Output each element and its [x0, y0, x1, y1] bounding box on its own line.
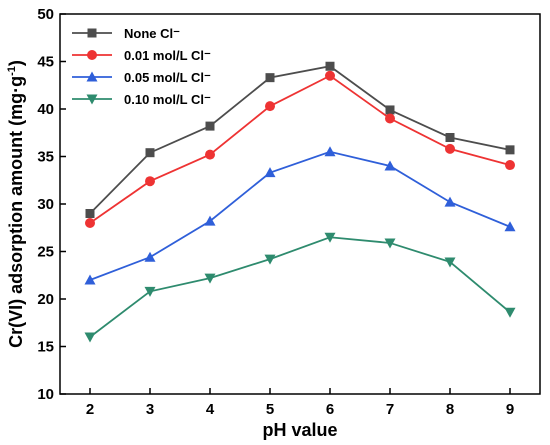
legend: None Cl⁻ 0.01 mol/L Cl⁻ 0.05 mol/L Cl⁻ 0.10…: [72, 26, 211, 107]
legend-item: 0.01 mol/L Cl⁻: [72, 48, 211, 63]
data-point: [505, 145, 515, 155]
data-point: [85, 218, 95, 228]
data-point: [445, 143, 455, 154]
data-point: [265, 101, 275, 112]
data-point: [84, 332, 96, 343]
series-1: [85, 70, 515, 228]
data-point: [324, 232, 336, 243]
y-tick-label: 10: [37, 386, 54, 403]
data-point: [505, 160, 515, 171]
data-point: [264, 254, 276, 265]
y-tick-label: 15: [37, 339, 54, 356]
series-line: [89, 65, 511, 215]
y-tick-label: 25: [37, 244, 54, 261]
data-point: [265, 73, 275, 83]
data-point: [204, 273, 216, 284]
data-point: [444, 257, 456, 268]
y-tick-label: 20: [37, 291, 54, 308]
data-point: [385, 105, 395, 115]
data-point: [144, 251, 156, 262]
series-line: [89, 150, 511, 281]
legend-item: 0.05 mol/L Cl⁻: [72, 70, 211, 85]
data-point: [324, 146, 336, 157]
data-point: [385, 113, 395, 124]
data-point: [264, 167, 276, 178]
y-tick-label: 30: [37, 196, 54, 213]
x-tick-label: 5: [266, 401, 274, 418]
data-point: [325, 70, 335, 81]
x-tick-label: 8: [446, 401, 454, 418]
series-0: [85, 61, 515, 218]
y-axis-title-main: Cr(VI) adsorption amount (mg·g: [6, 76, 26, 348]
legend-marker: [86, 71, 98, 82]
series-line: [89, 236, 511, 338]
y-tick-label: 45: [37, 54, 54, 71]
data-point: [445, 133, 455, 142]
data-point: [85, 209, 95, 218]
data-point: [84, 274, 96, 285]
legend-marker: [87, 28, 97, 38]
x-axis: 2 3 4 5 6 7 8 9: [86, 388, 514, 418]
data-point: [145, 148, 155, 158]
legend-marker: [86, 94, 98, 105]
series-line: [89, 74, 511, 224]
data-point: [205, 121, 215, 131]
y-axis-title: Cr(VI) adsorption amount (mg·g-1): [6, 60, 26, 348]
y-tick-label: 40: [37, 101, 54, 118]
x-tick-label: 2: [86, 401, 94, 418]
data-point: [384, 238, 396, 249]
data-point: [205, 149, 215, 160]
legend-item: None Cl⁻: [72, 26, 180, 41]
legend-label: None Cl⁻: [124, 26, 180, 41]
x-tick-label: 9: [506, 401, 514, 418]
y-axis-title-close: ): [6, 60, 26, 66]
data-point: [504, 307, 516, 318]
legend-label: 0.01 mol/L Cl⁻: [124, 48, 211, 63]
data-point: [504, 221, 516, 232]
legend-label: 0.10 mol/L Cl⁻: [124, 92, 211, 107]
legend-marker: [87, 50, 97, 60]
data-point: [145, 176, 155, 187]
series-layer: [84, 61, 516, 343]
data-point: [204, 215, 216, 226]
y-tick-label: 50: [37, 6, 54, 23]
x-axis-title: pH value: [262, 420, 337, 440]
x-tick-label: 3: [146, 401, 154, 418]
data-point: [325, 61, 335, 71]
x-tick-label: 6: [326, 401, 334, 418]
data-point: [384, 160, 396, 171]
y-axis: 10 15 20 25 30 35 40 45 50: [37, 6, 66, 403]
legend-label: 0.05 mol/L Cl⁻: [124, 70, 211, 85]
series-3: [84, 232, 516, 343]
series-2: [84, 146, 516, 285]
data-point: [444, 196, 456, 207]
x-tick-label: 4: [206, 401, 215, 418]
y-axis-title-superscript: -1: [6, 66, 18, 76]
data-point: [144, 286, 156, 297]
y-tick-label: 35: [37, 149, 54, 166]
legend-item: 0.10 mol/L Cl⁻: [72, 92, 211, 107]
x-tick-label: 7: [386, 401, 394, 418]
